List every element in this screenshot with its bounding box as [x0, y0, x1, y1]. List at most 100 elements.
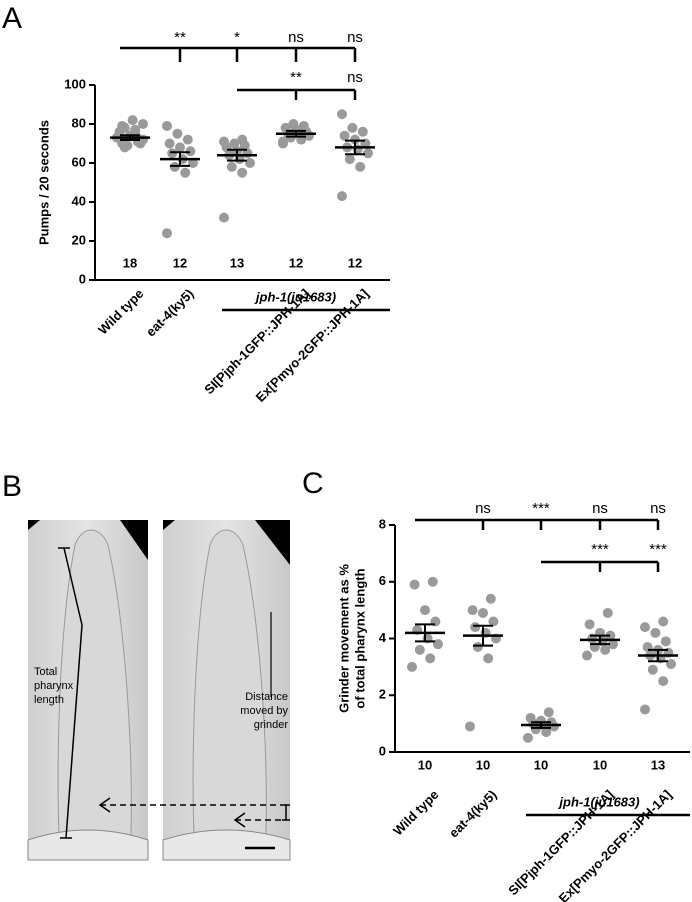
panel-letter: A — [2, 2, 22, 35]
x-tick-label: eat-4(ky5) — [446, 787, 500, 841]
data-point — [582, 650, 592, 661]
image-label: grinder — [254, 719, 289, 731]
data-point — [298, 120, 309, 131]
data-point — [138, 119, 148, 129]
data-point — [660, 636, 671, 647]
data-point — [185, 146, 196, 157]
y-tick-label: 6 — [379, 573, 386, 588]
data-point — [226, 161, 237, 172]
data-point — [180, 167, 191, 178]
data-point — [278, 136, 288, 147]
y-tick-label: 8 — [379, 516, 386, 531]
data-point — [164, 138, 175, 149]
data-point — [467, 605, 478, 616]
y-axis-label: of total pharynx length — [352, 568, 367, 708]
n-label: 18 — [123, 255, 137, 270]
significance-label: ns — [347, 69, 363, 86]
data-point — [119, 142, 130, 153]
data-point — [658, 616, 669, 627]
data-point — [478, 607, 488, 618]
x-tick-label: Wild type — [390, 787, 441, 838]
data-point — [433, 639, 443, 650]
data-point — [488, 616, 499, 627]
data-point — [355, 161, 366, 172]
data-point — [229, 138, 240, 149]
group-label: jph-1(ju1683) — [557, 794, 639, 809]
data-point — [357, 126, 368, 137]
significance-label: ns — [650, 500, 666, 517]
data-point — [237, 167, 248, 178]
significance-label: *** — [532, 500, 550, 517]
data-point — [608, 639, 618, 650]
y-tick-label: 40 — [72, 193, 86, 208]
data-point — [465, 721, 475, 732]
data-point — [162, 120, 172, 131]
image-label: Total — [34, 666, 57, 678]
x-tick-label: eat-4(ky5) — [143, 286, 197, 340]
data-point — [219, 136, 229, 147]
panel-letter: B — [2, 470, 22, 503]
image-label: Distance — [245, 691, 288, 703]
data-point — [188, 158, 198, 168]
data-point — [584, 619, 595, 630]
significance-label: ns — [347, 29, 363, 46]
significance-label: ns — [288, 29, 304, 46]
data-point — [127, 115, 138, 126]
data-point — [288, 119, 299, 129]
significance-label: ns — [592, 500, 608, 517]
data-point — [658, 676, 669, 687]
n-label: 10 — [418, 757, 432, 772]
data-point — [666, 659, 676, 670]
image-label: length — [34, 694, 64, 706]
data-point — [640, 704, 650, 715]
data-point — [175, 142, 185, 153]
n-label: 10 — [534, 757, 548, 772]
image-label: moved by — [240, 705, 288, 717]
data-point — [647, 664, 658, 675]
y-axis-label: Grinder movement as % — [336, 564, 351, 713]
significance-label: ** — [290, 69, 302, 86]
data-point — [337, 109, 347, 120]
group-label: jph-1(ju1683) — [254, 289, 336, 304]
data-point — [425, 653, 436, 664]
significance-label: ns — [475, 500, 491, 517]
micrograph-left — [27, 520, 149, 861]
data-point — [483, 653, 494, 664]
data-point — [543, 707, 554, 718]
data-point — [347, 122, 358, 133]
data-point — [525, 712, 536, 723]
data-point — [162, 228, 172, 239]
image-label: pharynx — [34, 680, 74, 692]
significance-label: *** — [649, 541, 667, 558]
micrograph-right — [162, 520, 291, 861]
n-label: 12 — [289, 255, 303, 270]
significance-label: *** — [591, 541, 609, 558]
data-point — [523, 732, 533, 743]
n-label: 12 — [173, 255, 187, 270]
y-tick-label: 0 — [79, 271, 86, 286]
data-point — [344, 154, 355, 165]
data-point — [407, 661, 417, 672]
n-label: 13 — [651, 757, 665, 772]
data-point — [363, 148, 373, 159]
data-point — [420, 605, 430, 616]
y-tick-label: 2 — [379, 687, 386, 702]
data-point — [536, 715, 546, 726]
y-tick-label: 20 — [72, 232, 86, 247]
data-point — [600, 644, 611, 655]
significance-label: * — [234, 29, 240, 46]
arrows — [98, 797, 282, 828]
data-point — [605, 630, 616, 641]
data-point — [172, 128, 183, 139]
data-point — [485, 593, 496, 604]
data-point — [427, 576, 438, 587]
data-point — [602, 607, 613, 618]
data-point — [135, 138, 146, 149]
data-point — [182, 134, 193, 145]
y-tick-label: 100 — [64, 76, 86, 91]
significance-label: ** — [174, 29, 186, 46]
x-tick-label: Wild type — [95, 286, 146, 337]
data-point — [219, 212, 229, 223]
y-tick-label: 0 — [379, 743, 386, 758]
